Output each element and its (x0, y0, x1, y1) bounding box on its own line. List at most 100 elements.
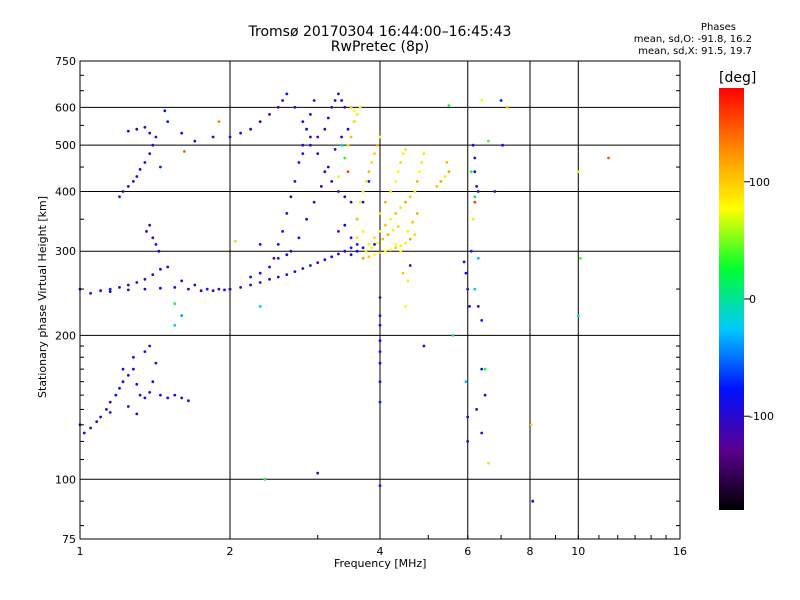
data-point-o (349, 200, 353, 204)
data-point-o (143, 396, 147, 400)
data-point-o (126, 283, 130, 287)
data-point-x (415, 212, 419, 215)
data-point-o (148, 344, 152, 348)
data-point-o (326, 116, 330, 120)
data-point-other (340, 143, 343, 147)
data-point-o (211, 289, 215, 293)
data-point-x (389, 248, 392, 252)
x-axis-label: Frequency [MHz] (334, 557, 427, 570)
data-point-other (480, 99, 484, 102)
data-point-x (394, 212, 398, 215)
data-point-x (361, 256, 365, 260)
data-point-o (148, 391, 152, 394)
y-tick-label: 500 (55, 139, 76, 152)
data-point-o (89, 291, 92, 295)
data-point-o (135, 127, 139, 131)
data-point-o (281, 230, 284, 233)
data-point-o (337, 92, 340, 96)
data-point-o (469, 249, 473, 253)
data-point-o (476, 190, 480, 193)
data-point-o (135, 175, 139, 178)
data-point-o (378, 400, 382, 404)
data-point-o (118, 195, 121, 199)
data-point-o (301, 143, 305, 147)
data-point-o (501, 143, 504, 147)
data-point-o (180, 396, 184, 400)
data-point-other (447, 104, 451, 107)
data-point-x (406, 230, 410, 233)
data-point-o (154, 361, 158, 365)
scatter-points (78, 92, 610, 503)
data-point-x (404, 241, 407, 245)
data-point-o (205, 287, 209, 291)
data-point-o (258, 243, 262, 246)
data-point-o (378, 350, 382, 353)
chart-title-line2: RwPretec (8p) (330, 39, 430, 55)
data-point-x (364, 180, 368, 183)
data-point-o (121, 367, 125, 371)
data-point-o (151, 236, 155, 240)
data-point-o (187, 399, 190, 403)
data-point-o (268, 113, 271, 116)
data-point-o (157, 249, 161, 253)
data-point-o (316, 152, 320, 156)
y-tick-label: 300 (55, 245, 76, 258)
data-point-x (367, 243, 371, 246)
data-point-o (346, 127, 350, 131)
data-point-o (126, 185, 130, 188)
data-point-o (531, 499, 535, 503)
data-point-o (108, 287, 112, 291)
data-point-o (126, 405, 130, 408)
data-point-o (249, 127, 253, 131)
data-point-o (249, 275, 253, 279)
data-point-o (361, 200, 365, 204)
data-point-o (285, 273, 289, 276)
data-point-x (394, 243, 398, 246)
data-point-o (293, 270, 297, 273)
data-point-x (408, 195, 412, 199)
data-point-x (381, 237, 385, 241)
data-point-x (445, 161, 449, 164)
data-point-x (364, 249, 368, 253)
data-point-o (475, 185, 478, 188)
data-point-x (367, 255, 371, 259)
data-point-x (399, 249, 402, 253)
data-point-o (316, 471, 320, 475)
data-point-x (415, 180, 419, 183)
data-point-o (148, 152, 152, 156)
data-point-x (411, 220, 414, 224)
data-point-o (305, 127, 308, 131)
data-point-other (352, 109, 356, 113)
data-point-o (285, 253, 289, 257)
data-point-x (358, 105, 362, 109)
data-point-x (349, 135, 353, 139)
data-point-o (135, 412, 139, 416)
axis-ticks: 1 2 4 6 8 10 16 75 100 200 300 400 500 600 750 (55, 55, 687, 558)
data-point-o (466, 440, 470, 443)
data-point-o (309, 143, 312, 147)
data-point-other (471, 217, 475, 221)
data-point-o (316, 261, 320, 264)
x-tick-label: 2 (227, 545, 234, 558)
data-point-o (473, 170, 477, 174)
data-point-o (187, 287, 190, 291)
x-tick-label: 8 (527, 545, 534, 558)
data-point-o (258, 281, 262, 284)
data-point-x (399, 161, 402, 164)
data-point-o (276, 105, 280, 109)
data-point-o (293, 105, 297, 109)
data-point-o (151, 380, 155, 384)
data-point-o (285, 92, 289, 96)
data-point-o (154, 243, 158, 246)
data-point-o (323, 258, 327, 262)
data-point-other (529, 423, 533, 427)
data-point-o (166, 265, 170, 269)
data-point-o (228, 135, 232, 139)
y-tick-label: 600 (55, 101, 76, 114)
data-point-o (151, 143, 155, 147)
data-point-o (289, 249, 293, 253)
data-point-o (408, 264, 412, 267)
data-point-other (576, 170, 580, 174)
data-point-o (126, 288, 130, 292)
y-tick-label: 400 (55, 185, 76, 198)
